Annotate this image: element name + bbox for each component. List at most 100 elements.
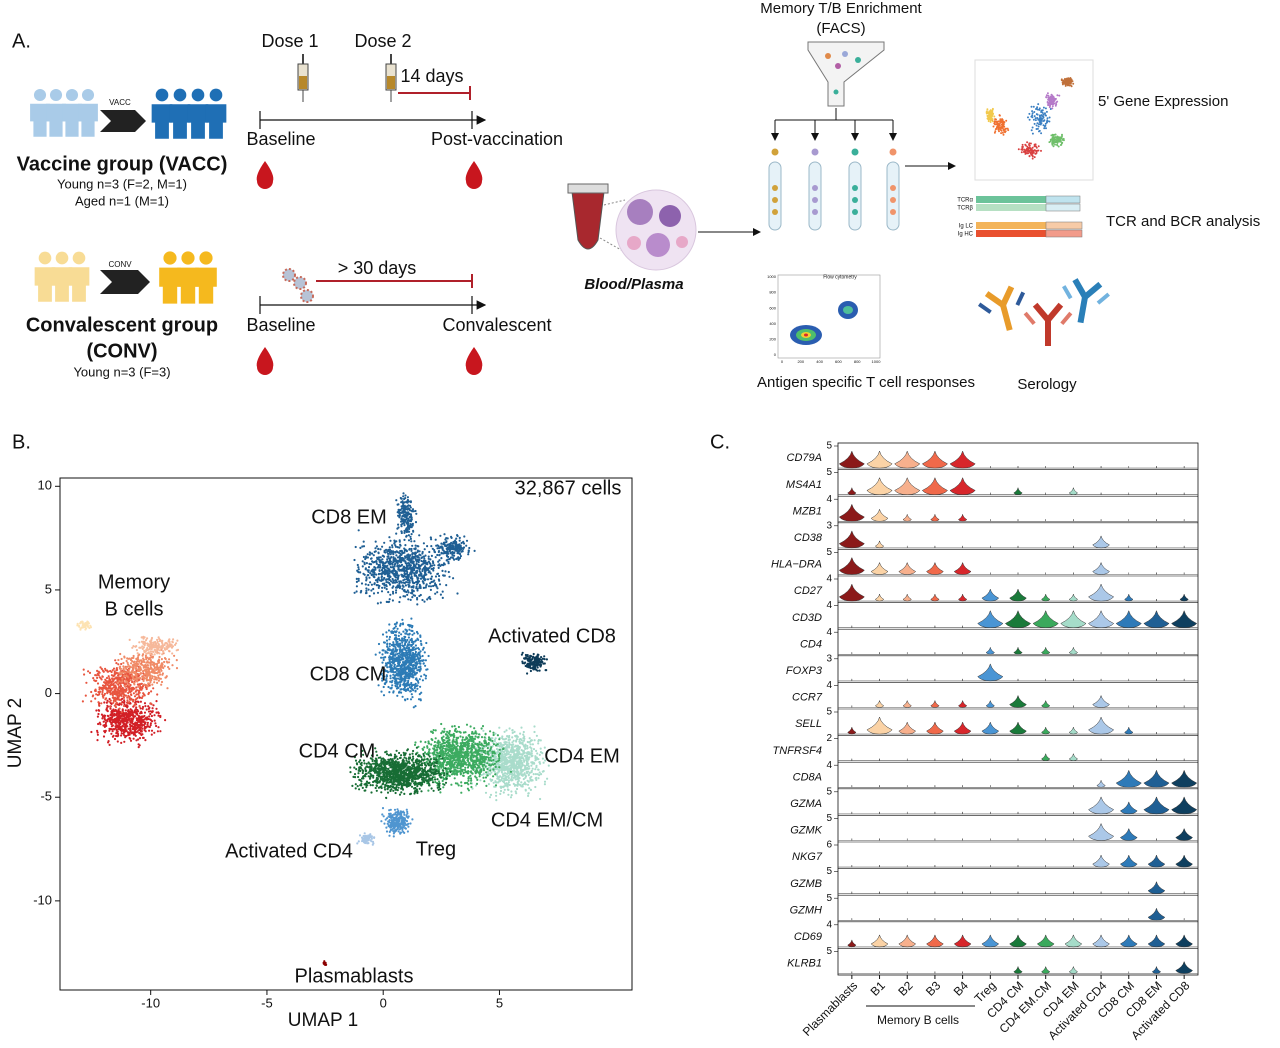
violin	[894, 477, 921, 495]
y-tick-label: 5	[45, 581, 52, 596]
gene-label: CD79A	[787, 452, 822, 464]
person-icon	[34, 267, 56, 302]
group-detail: Young n=3 (F=3)	[73, 364, 170, 379]
flow-tick-label: 600	[769, 305, 776, 310]
track	[1045, 203, 1081, 212]
plot-frame	[59, 477, 633, 991]
group-title: Convalescent group	[26, 314, 218, 336]
violin	[1143, 796, 1170, 815]
violin	[866, 717, 893, 735]
flow-tick-label: 200	[769, 336, 776, 341]
group-detail: Young n=3 (F=2, M=1)	[57, 176, 187, 191]
enrichment-label: Memory T/B Enrichment	[760, 0, 922, 17]
violin	[985, 647, 995, 655]
x-tick-label: -5	[261, 995, 273, 1010]
thumbnail-dots	[1027, 103, 1052, 135]
panel-a: A. VACC Vaccine group (VACC) Young n=3 (…	[12, 0, 1260, 393]
x-tick-label: B2	[895, 978, 916, 999]
violin	[1041, 727, 1051, 735]
row-max-label: 5	[826, 866, 832, 877]
person-icon	[68, 267, 90, 302]
violin	[838, 530, 865, 549]
tube-cell	[890, 185, 896, 191]
track-label: TCRα	[957, 198, 973, 204]
cluster-label: Treg	[416, 838, 456, 860]
violin	[958, 594, 968, 602]
tube-cell	[851, 148, 859, 156]
flow-tick-label: 200	[797, 359, 804, 364]
thumbnail-dots	[1045, 92, 1061, 110]
flow-tick-label: 800	[854, 359, 861, 364]
dose-label: Dose 2	[354, 31, 411, 51]
antibody	[1044, 302, 1064, 324]
cell	[825, 53, 831, 59]
row-max-label: 4	[826, 760, 832, 771]
antibody	[1023, 302, 1073, 346]
person-icon	[173, 88, 187, 102]
violin	[958, 700, 968, 708]
cell-dots	[380, 806, 414, 838]
violin	[953, 722, 972, 735]
row-max-label: 4	[826, 627, 832, 638]
cluster-label: CD8 EM	[311, 506, 387, 528]
violin	[1009, 695, 1027, 708]
cell-dots	[395, 492, 418, 542]
panel-c: C. Memory B cells CD79A5MS4A15MZB14CD383…	[710, 431, 1199, 1043]
tube-cell	[852, 209, 858, 215]
violin	[898, 722, 917, 735]
output-label: Serology	[1017, 376, 1077, 393]
violin	[1041, 753, 1051, 761]
interval-label: > 30 days	[338, 258, 417, 278]
violin	[977, 610, 1004, 628]
violin	[926, 722, 944, 735]
flow-tick-label: 800	[769, 290, 776, 295]
thumbnail-dots	[1060, 77, 1075, 88]
gene-label: FOXP3	[786, 665, 823, 677]
violin	[847, 939, 857, 948]
violin	[1041, 966, 1051, 974]
person-icon	[62, 103, 82, 137]
violin	[1092, 562, 1110, 575]
violin	[1175, 855, 1193, 868]
violin	[902, 700, 912, 708]
cluster-label: CD4 EM	[544, 745, 620, 767]
violin	[1036, 934, 1055, 948]
violin	[847, 727, 857, 735]
person-icon	[191, 88, 205, 102]
violin	[1119, 934, 1138, 948]
group-detail: Aged n=1 (M=1)	[75, 193, 169, 208]
gene-label: NKG7	[792, 851, 823, 863]
virus	[282, 268, 296, 282]
flow-tick-label: 1000	[767, 274, 777, 279]
violin	[1041, 594, 1051, 602]
cell-dots	[410, 722, 513, 794]
gene-label: HLA−DRA	[771, 559, 822, 571]
row-max-label: 4	[826, 680, 832, 691]
row-max-label: 3	[826, 520, 832, 531]
tube	[848, 161, 862, 231]
cell-dots	[322, 960, 328, 967]
track	[1045, 195, 1081, 204]
gene-label: GZMH	[790, 904, 822, 916]
tube-cell	[890, 197, 896, 203]
cluster-label: CD4 EM/CM	[491, 809, 603, 831]
violin	[930, 594, 940, 602]
violin	[953, 562, 972, 575]
gene-label: CD4	[800, 638, 822, 650]
tube	[808, 161, 822, 231]
violin	[1088, 796, 1115, 815]
violin	[949, 477, 976, 495]
antibodies	[978, 278, 1110, 346]
violin	[894, 451, 921, 469]
timepoint-label: Baseline	[246, 129, 315, 149]
antibody	[978, 285, 1026, 331]
tube-cell	[771, 148, 779, 156]
y-tick-label: 10	[38, 478, 52, 493]
violin	[1175, 934, 1193, 948]
gene-label: MS4A1	[786, 479, 822, 491]
cell-dots	[116, 648, 179, 690]
flow-title: Flow cytometry	[823, 274, 857, 280]
violin	[1179, 594, 1189, 602]
violin	[866, 451, 893, 469]
